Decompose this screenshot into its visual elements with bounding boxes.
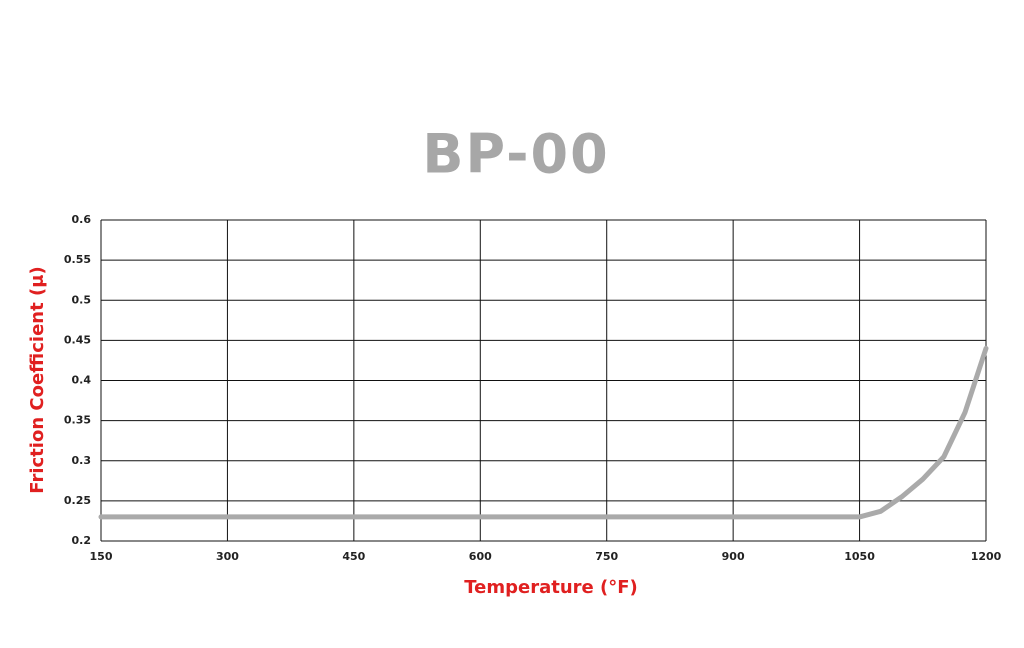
x-tick-label: 300	[216, 550, 239, 563]
x-tick-label: 600	[469, 550, 492, 563]
x-tick-label: 900	[722, 550, 745, 563]
x-tick-label: 1200	[971, 550, 1002, 563]
x-axis-label: Temperature (°F)	[464, 577, 638, 598]
y-axis-label: Friction Coefficient (μ)	[27, 266, 48, 493]
x-tick-label: 450	[342, 550, 365, 563]
y-tick-label: 0.45	[64, 333, 91, 346]
x-tick-label: 750	[595, 550, 618, 563]
y-tick-label: 0.5	[72, 293, 92, 306]
x-tick-label: 150	[90, 550, 113, 563]
chart-title: BP-00	[422, 123, 609, 186]
x-tick-label: 1050	[844, 550, 875, 563]
y-tick-label: 0.2	[72, 534, 92, 547]
data-line	[98, 345, 989, 520]
y-tick-label: 0.4	[72, 374, 92, 387]
y-tick-label: 0.3	[72, 454, 92, 467]
y-tick-label: 0.6	[72, 213, 92, 226]
y-tick-label: 0.25	[64, 494, 91, 507]
y-tick-label: 0.35	[64, 414, 91, 427]
y-tick-label: 0.55	[64, 253, 91, 266]
